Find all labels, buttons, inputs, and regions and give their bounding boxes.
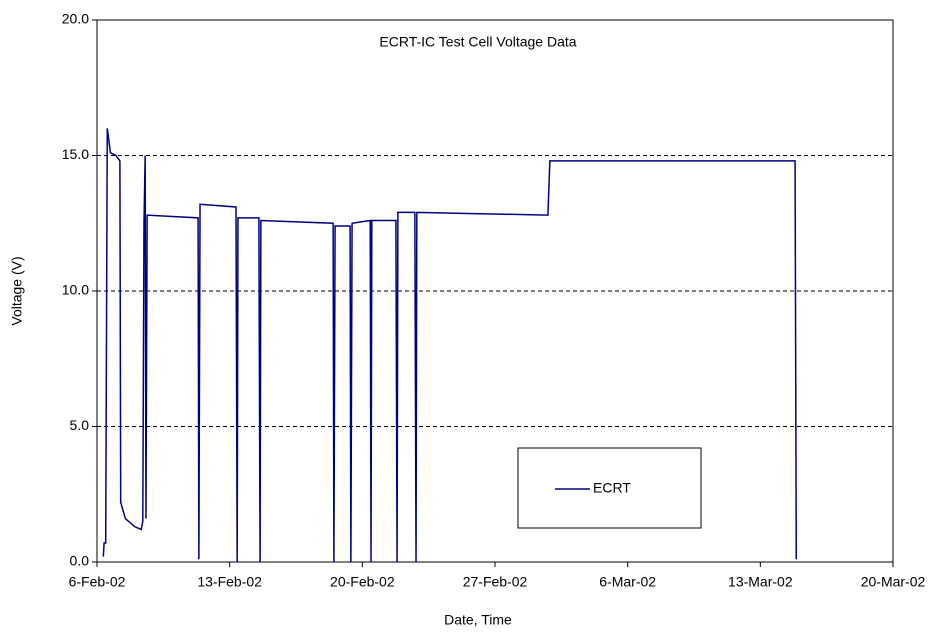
x-tick-label: 13-Feb-02: [197, 574, 262, 590]
y-tick-label: 5.0: [70, 417, 90, 433]
x-tick-label: 20-Feb-02: [330, 574, 395, 590]
legend-box: [517, 447, 702, 529]
x-tick-label: 13-Mar-02: [728, 574, 793, 590]
legend-label: ECRT: [593, 480, 631, 496]
y-tick-label: 20.0: [62, 11, 89, 27]
plot-area: [96, 19, 894, 563]
x-tick-label: 20-Mar-02: [861, 574, 926, 590]
x-axis-label: Date, Time: [444, 612, 512, 628]
y-axis-label: Voltage (V): [9, 256, 25, 325]
y-tick-label: 15.0: [62, 146, 89, 162]
x-tick-label: 27-Feb-02: [463, 574, 528, 590]
chart-title: ECRT-IC Test Cell Voltage Data: [379, 34, 576, 50]
y-tick-label: 0.0: [70, 553, 90, 569]
x-tick-label: 6-Feb-02: [69, 574, 126, 590]
series-line: [102, 128, 798, 563]
y-tick-label: 10.0: [62, 282, 89, 298]
x-tick-label: 6-Mar-02: [599, 574, 656, 590]
